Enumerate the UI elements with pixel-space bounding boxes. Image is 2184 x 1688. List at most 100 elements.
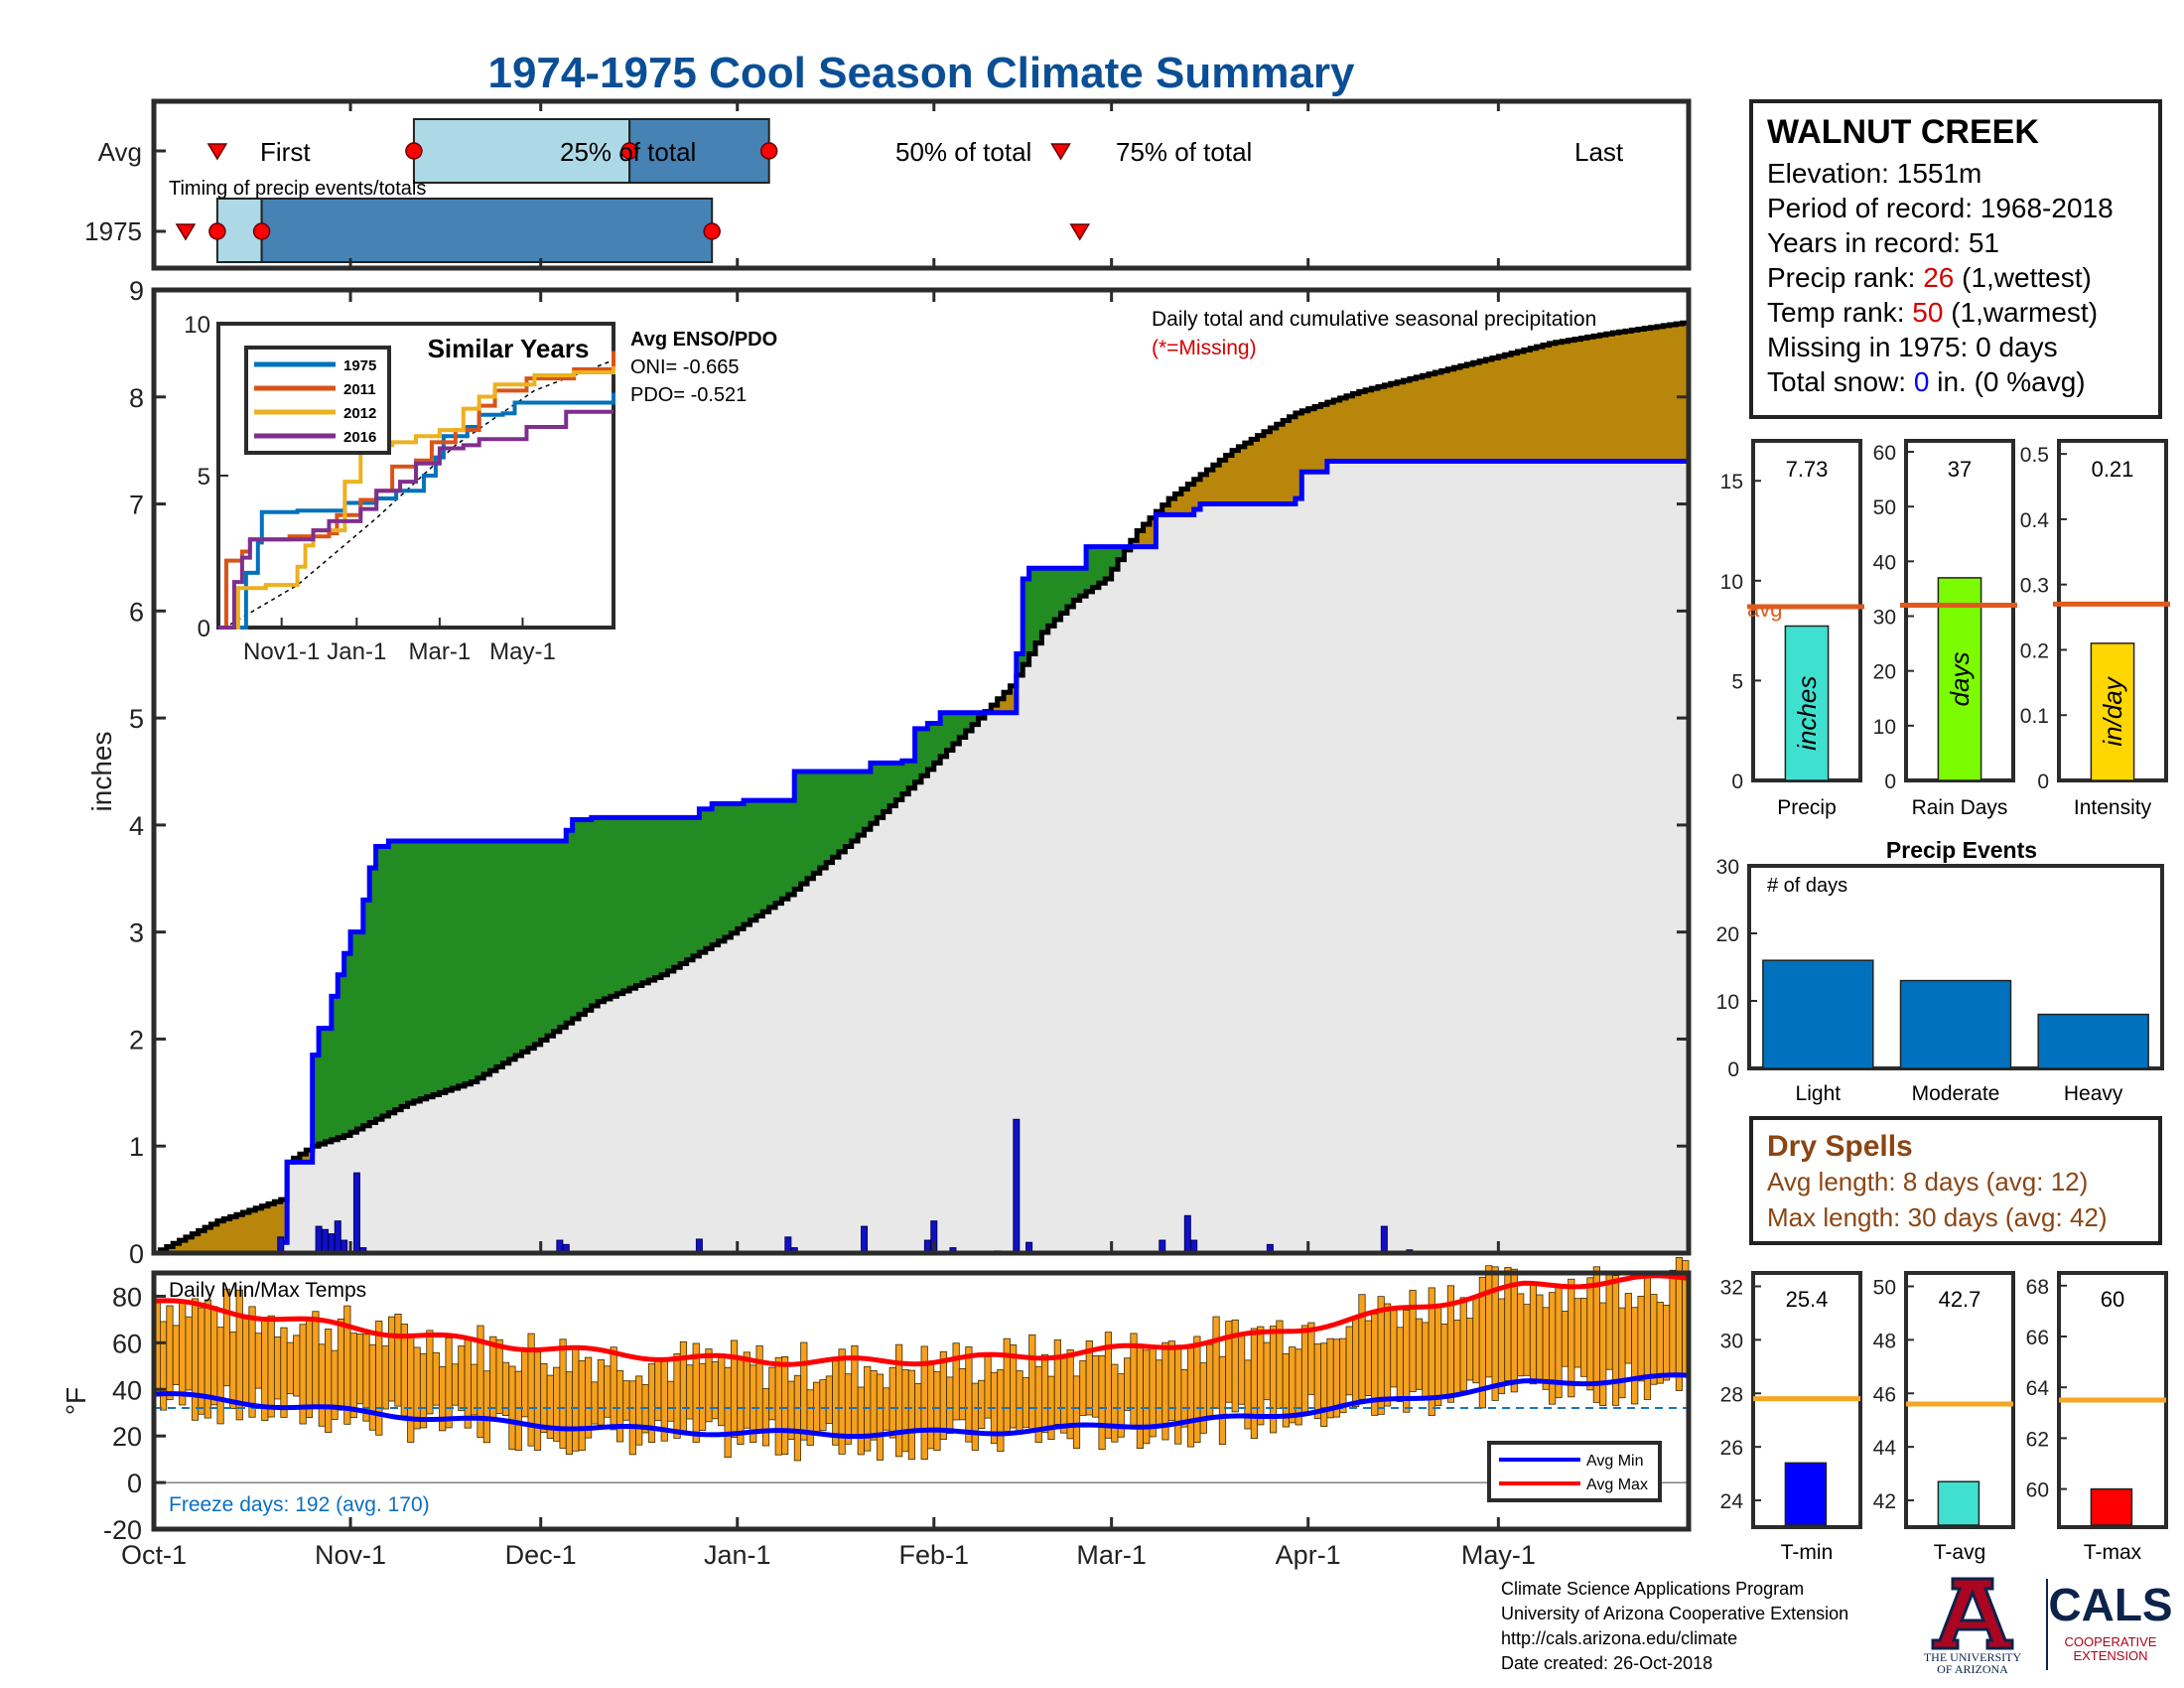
dry-spells-avg: Avg length: 8 days (avg: 12) [1767,1167,2089,1196]
daily-temp-bar [179,1300,187,1406]
temp-rank-note: (1,warmest) [1951,297,2099,328]
summary-y-tick-label: 10 [1873,716,1896,739]
daily-temp-bar [578,1360,586,1452]
temp-title: Daily Min/Max Temps [169,1279,366,1302]
avg-max-line [153,1273,1690,1367]
inset-series-line [218,365,615,630]
daily-temp-bar [242,1318,250,1406]
inset-x-tick-label: May-1 [489,638,556,665]
year-50-75-box [260,198,714,263]
daily-temp-bar [1263,1341,1271,1401]
daily-precip-bar [328,1233,336,1254]
daily-temp-bar [705,1348,713,1423]
daily-temp-bar [305,1318,314,1419]
summary-y-tick-label: 20 [1873,661,1896,684]
daily-temp-bar [1111,1363,1119,1443]
summary-y-tick-label: 5 [1731,670,1743,693]
temp-summary-charts: 25.4 T-min 24 26 28 30 32 42.7 T-avg 42 44 46 48 50 60… [1720,1271,2168,1564]
footer-line-3[interactable]: http://cals.arizona.edu/climate [1501,1628,1738,1648]
daily-temp-bar [673,1353,681,1439]
daily-temp-bar [946,1376,954,1435]
temp-summary-tick-label: 66 [2026,1327,2049,1349]
percentile-marker [703,222,721,240]
inset-x-tick-label: Nov1-1 [243,638,320,665]
daily-temp-bar [375,1320,383,1436]
daily-temp-bar [482,1370,490,1444]
daily-temp-bar [1124,1357,1132,1411]
daily-temp-bar [1422,1322,1430,1401]
daily-temp-bar [559,1338,567,1449]
daily-temp-bar [1618,1307,1626,1399]
precip-rank-note: (1,wettest) [1962,262,2092,293]
daily-temp-bar [1250,1328,1258,1440]
daily-temp-bar [1212,1316,1220,1409]
station-snow: Total snow: 0 in. (0 %avg) [1767,364,2144,399]
daily-temp-bar [381,1345,389,1410]
summary-y-tick-label: 40 [1873,551,1896,574]
daily-temp-bar [806,1389,814,1446]
temp-summary-tick-label: 48 [1873,1330,1896,1352]
daily-temp-bar [1573,1298,1581,1368]
daily-temp-bar [965,1346,973,1443]
daily-precip-bar [352,1172,360,1254]
daily-temp-bar [1631,1307,1639,1405]
daily-temp-bar [1300,1325,1309,1413]
daily-temp-bar [248,1306,256,1418]
timing-marks [154,101,1500,268]
daily-temp-bar [718,1356,726,1427]
temp-summary-bar [1784,1462,1828,1526]
temp-frame [151,1270,1692,1532]
timing-panel: Avg 1975 Timing of precip events/totals … [84,98,1692,271]
daily-temp-bar [724,1366,732,1459]
daily-temp-bar [293,1335,301,1397]
temp-y-tick-label: 20 [112,1422,142,1452]
daily-temp-bar [1072,1375,1081,1450]
temp-summary-value: 60 [2101,1287,2124,1312]
daily-temp-bar [1466,1318,1474,1381]
percentile-marker [252,222,271,240]
daily-temp-bar [1586,1277,1594,1391]
daily-temp-bar [1352,1317,1360,1408]
events-ylabel: # of days [1767,875,1847,897]
temp-summary-tick-label: 32 [1720,1276,1743,1299]
avg-50-75-box [628,118,770,184]
daily-temp-bar [1257,1326,1265,1426]
events-marks: 0 10 20 30 Light Moderate Heavy [1716,856,2149,1105]
temp-y-tick-label: 40 [112,1375,142,1405]
surplus-area [312,546,1131,1147]
temp-summary-bar [1937,1480,1980,1526]
summary-y-tick-label: 0 [2037,771,2049,793]
summary-y-tick-label: 0.1 [2020,705,2049,728]
cals-line-1: COOPERATIVE [2065,1634,2157,1649]
daily-temp-bar [907,1369,916,1461]
daily-temp-bar [356,1334,364,1405]
inset-legend-label: 1975 [343,357,376,374]
enso-pdo: PDO= -0.521 [630,384,747,406]
dry-spells-max: Max length: 30 days (avg: 42) [1767,1202,2108,1232]
daily-temp-bar [1358,1294,1366,1400]
inset-legend-label: 2012 [343,405,376,422]
daily-temp-bar [426,1330,434,1415]
daily-temp-bar [1313,1343,1321,1419]
event-bar [1762,959,1874,1069]
inset-y-tick-label: 10 [184,312,210,339]
inset-x-tick-label: Mar-1 [409,638,472,665]
daily-temp-bar [445,1336,453,1429]
daily-temp-bar [1643,1275,1652,1400]
main-y-tick-label: 1 [129,1132,144,1162]
daily-temp-bar [312,1311,320,1408]
daily-temp-bar [1155,1359,1163,1428]
temp-summary-tick-label: 24 [1720,1490,1744,1513]
timing-label-50: 50% of total [895,137,1031,167]
daily-temp-bar [761,1387,770,1447]
inset-y-tick-label: 0 [198,616,210,642]
inset-legend-label: 2011 [343,381,376,398]
daily-temp-bar [1022,1377,1030,1428]
main-y-tick-label: 9 [129,276,144,306]
daily-temp-bar [610,1346,617,1431]
daily-temp-bar [387,1316,396,1402]
daily-temp-bar [1517,1293,1525,1377]
daily-temp-bar [1523,1304,1531,1376]
main-header: Daily total and cumulative seasonal prec… [1152,308,1596,331]
